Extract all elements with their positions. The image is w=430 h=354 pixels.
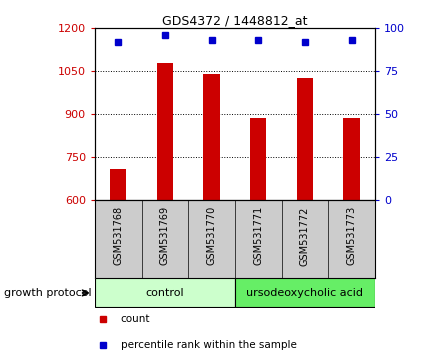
Text: ursodeoxycholic acid: ursodeoxycholic acid: [246, 288, 362, 298]
Text: GSM531772: GSM531772: [299, 206, 309, 266]
Bar: [296, 78, 312, 200]
Text: GSM531769: GSM531769: [160, 206, 169, 266]
Text: percentile rank within the sample: percentile rank within the sample: [120, 340, 296, 350]
Text: GSM531770: GSM531770: [206, 206, 216, 266]
Text: GSM531768: GSM531768: [113, 206, 123, 266]
Bar: [234, 279, 374, 307]
Text: GSM531773: GSM531773: [346, 206, 356, 266]
Text: count: count: [120, 314, 150, 325]
Bar: [343, 119, 359, 200]
Bar: [203, 74, 219, 200]
Bar: [110, 169, 126, 200]
Text: control: control: [145, 288, 184, 298]
Bar: [157, 63, 172, 200]
Text: growth protocol: growth protocol: [4, 288, 92, 298]
Bar: [249, 119, 266, 200]
Title: GDS4372 / 1448812_at: GDS4372 / 1448812_at: [162, 14, 307, 27]
Bar: [95, 279, 234, 307]
Text: GSM531771: GSM531771: [253, 206, 263, 266]
